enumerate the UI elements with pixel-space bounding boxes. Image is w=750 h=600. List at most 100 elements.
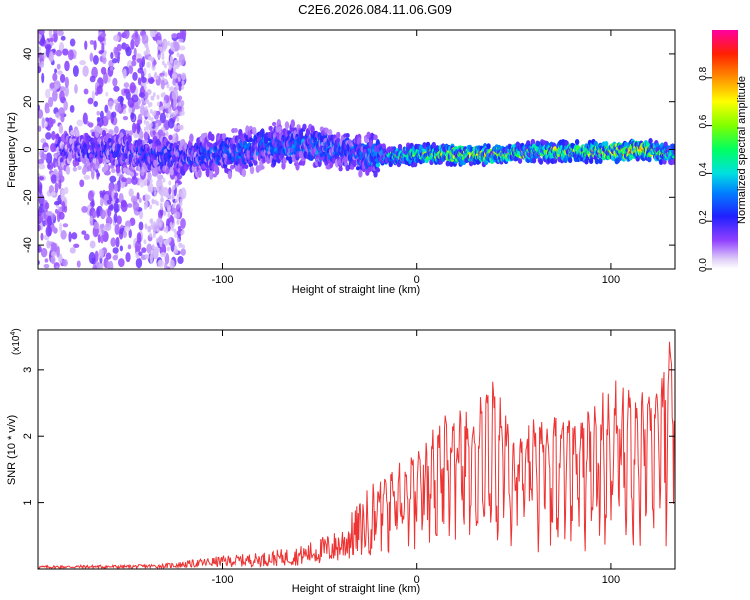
spectrogram-cell: [298, 150, 304, 159]
spectrogram-cell: [277, 125, 283, 132]
spectrogram-cell: [91, 66, 98, 79]
spectrogram-cell: [38, 208, 42, 217]
spectrogram-cell: [151, 199, 155, 205]
spectrogram-cell: [136, 192, 140, 200]
spectrogram-cell: [93, 40, 97, 51]
spectrogram-cell: [38, 224, 41, 232]
spectrogram-cell: [138, 197, 142, 203]
spectrogram-cell: [161, 60, 165, 66]
spectrogram-cell: [178, 38, 184, 43]
spectrogram-cell: [99, 190, 103, 196]
spectrogram-cell: [110, 203, 114, 212]
snr-y-ticks: 1 2 3: [22, 367, 675, 506]
spectrogram-cell: [116, 215, 122, 225]
spectrogram-cell: [49, 37, 54, 42]
spectrogram-cell: [51, 130, 56, 141]
spectrogram-cell: [55, 49, 62, 57]
spectrogram-cell: [123, 88, 130, 94]
spectrogram-cell: [112, 247, 119, 254]
colorbar-tick-label: 0.8: [698, 66, 709, 80]
y-tick-label: 1: [22, 500, 34, 506]
spectrogram-cell: [38, 104, 41, 111]
spectrogram-cell: [153, 191, 157, 197]
spectrogram-cell: [160, 252, 167, 258]
spectrogram-cell: [115, 236, 120, 248]
snr-x-label: Height of straight line (km): [292, 583, 420, 595]
spectrogram-cell: [72, 166, 78, 172]
spectrogram-cell: [153, 59, 157, 66]
spectrogram-cell: [138, 251, 143, 257]
y-tick-label: 3: [22, 367, 34, 373]
spectrogram-cell: [92, 264, 97, 269]
spectrogram-cell: [150, 57, 154, 63]
snr-y-label: SNR (10 * v/v): [6, 415, 18, 485]
spectrogram-cell: [282, 157, 287, 164]
spectrogram-cell: [375, 162, 381, 168]
spectrogram-cell: [113, 201, 119, 214]
spectrogram-cell: [180, 100, 185, 107]
spectrogram-cell: [100, 209, 106, 220]
spectrogram-cell: [167, 60, 171, 66]
spectrogram-cell: [88, 122, 94, 128]
spectrogram-cell: [530, 138, 536, 145]
spectrogram-cell: [141, 33, 149, 45]
spectrogram-cell: [50, 142, 57, 153]
spectrogram-cell: [336, 131, 341, 139]
spectrogram-cell: [445, 160, 450, 167]
spectrogram-cell: [131, 94, 139, 103]
spectrogram-cell: [180, 72, 187, 81]
spectrogram-cell: [161, 132, 166, 137]
spectrogram-cell: [99, 223, 104, 230]
spectrogram-cell: [113, 212, 118, 224]
spectrogram-cell: [105, 91, 109, 97]
spectrogram-cell: [60, 35, 66, 41]
spectrogram-cell: [64, 76, 69, 88]
spectrogram-cell: [46, 126, 51, 131]
spectrogram-cell: [98, 50, 104, 55]
spectrogram-cell: [108, 130, 114, 135]
spectrogram-cell: [104, 161, 109, 172]
spectrogram-cell: [149, 232, 153, 238]
spectrogram-cell: [131, 60, 137, 67]
spectrogram-cell: [288, 156, 293, 165]
spectrogram-cell: [64, 60, 70, 72]
spectrogram-cell: [172, 72, 176, 78]
spectrogram-cell: [162, 99, 166, 105]
spectrogram-cell: [50, 174, 57, 184]
spectrogram-cell: [197, 169, 202, 178]
colorbar: 0.0 0.2 0.4 0.6 0.8 Normalized spectral ampl…: [698, 30, 748, 272]
spectrogram-cell: [87, 190, 94, 202]
spectrogram-cell: [162, 91, 166, 97]
spectrogram-cell: [143, 119, 147, 125]
spectrogram-cell: [173, 213, 177, 219]
spectrogram-cell: [149, 253, 153, 264]
spectrogram-cell: [159, 46, 163, 52]
spectrogram-cell: [179, 111, 183, 117]
spectrogram-cell: [48, 51, 54, 63]
spectrogram-cell: [149, 108, 153, 114]
spectrogram-cell: [169, 259, 175, 269]
spectrogram-cell: [375, 167, 381, 173]
spectrogram-cell: [62, 259, 68, 267]
spectrogram-cell: [58, 253, 63, 264]
spectrogram-cell: [138, 92, 146, 98]
spectrogram-cell: [358, 169, 363, 178]
spectrogram-cell: [134, 31, 139, 39]
spectrogram-cell: [114, 192, 119, 198]
spectrogram-cell: [148, 73, 152, 79]
spectrogram-cell: [82, 112, 88, 125]
spectrogram-cell: [104, 222, 112, 232]
spectrogram-cell: [154, 166, 159, 176]
spectrogram-cell: [57, 30, 64, 36]
spectrogram-cell: [100, 235, 104, 244]
spectrogram-cell: [203, 132, 208, 137]
spectrogram-cell: [52, 31, 58, 43]
spectrogram-cell: [122, 230, 127, 239]
colorbar-ticks: 0.0 0.2 0.4 0.6 0.8: [698, 66, 712, 272]
spectrogram-cell: [127, 134, 132, 144]
spectrogram-cell: [604, 141, 609, 148]
spectrogram-cell: [174, 233, 178, 239]
spectrogram-cell: [67, 49, 74, 61]
spectrogram-cell: [431, 141, 436, 148]
spectrogram-cell: [141, 76, 147, 84]
